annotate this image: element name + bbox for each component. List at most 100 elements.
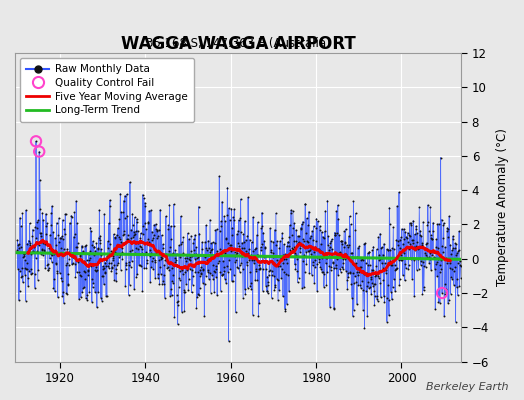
Point — [143, 257, 151, 263]
Point — [25, 220, 34, 227]
Point — [69, 252, 77, 258]
Point — [261, 266, 270, 272]
Point — [98, 272, 106, 279]
Point — [424, 254, 433, 260]
Point — [239, 239, 248, 246]
Point — [148, 255, 157, 261]
Point — [378, 255, 387, 261]
Point — [319, 234, 327, 240]
Point — [386, 258, 394, 264]
Point — [23, 260, 31, 266]
Point — [161, 257, 169, 263]
Point — [298, 221, 306, 227]
Point — [60, 246, 68, 252]
Point — [252, 244, 260, 251]
Point — [361, 325, 369, 332]
Point — [82, 242, 90, 249]
Point — [104, 220, 113, 226]
Point — [344, 244, 352, 250]
Point — [227, 278, 236, 284]
Point — [173, 292, 181, 299]
Point — [212, 274, 220, 280]
Point — [84, 268, 93, 274]
Point — [390, 262, 399, 269]
Point — [211, 268, 219, 275]
Point — [206, 290, 215, 296]
Point — [282, 301, 291, 307]
Point — [330, 306, 338, 312]
Point — [225, 217, 234, 223]
Point — [363, 313, 372, 319]
Point — [365, 249, 374, 255]
Point — [290, 261, 299, 268]
Point — [118, 249, 126, 255]
Point — [187, 289, 195, 296]
Point — [395, 282, 403, 288]
Point — [248, 311, 257, 318]
Point — [17, 274, 26, 281]
Point — [332, 265, 340, 272]
Point — [301, 248, 310, 255]
Point — [304, 248, 313, 254]
Point — [55, 251, 63, 257]
Point — [283, 239, 292, 245]
Point — [151, 259, 159, 266]
Point — [416, 255, 424, 261]
Point — [307, 233, 315, 239]
Point — [289, 224, 298, 231]
Point — [132, 274, 140, 280]
Point — [440, 291, 449, 297]
Point — [174, 284, 183, 290]
Point — [91, 248, 100, 254]
Point — [318, 255, 326, 262]
Point — [197, 270, 205, 276]
Point — [249, 248, 258, 255]
Point — [195, 285, 204, 291]
Point — [394, 253, 402, 260]
Point — [176, 254, 184, 260]
Point — [280, 268, 289, 275]
Point — [134, 240, 143, 246]
Point — [291, 252, 300, 259]
Point — [330, 229, 339, 236]
Point — [186, 257, 194, 263]
Point — [137, 250, 146, 256]
Point — [19, 279, 27, 286]
Point — [443, 234, 452, 240]
Point — [384, 247, 392, 253]
Point — [274, 277, 282, 283]
Point — [235, 242, 243, 249]
Point — [274, 296, 282, 303]
Point — [64, 280, 72, 287]
Point — [45, 265, 53, 271]
Point — [281, 251, 289, 258]
Point — [158, 281, 167, 287]
Point — [49, 229, 57, 235]
Point — [154, 271, 162, 277]
Point — [367, 276, 375, 282]
Point — [151, 274, 159, 281]
Point — [422, 252, 430, 258]
Point — [410, 257, 418, 263]
Point — [233, 231, 241, 237]
Point — [359, 271, 368, 278]
Point — [381, 265, 390, 271]
Point — [258, 288, 267, 294]
Point — [447, 274, 455, 280]
Point — [146, 246, 154, 253]
Point — [153, 227, 161, 234]
Point — [83, 292, 91, 298]
Point — [174, 302, 182, 308]
Point — [171, 254, 179, 261]
Point — [102, 257, 111, 264]
Point — [442, 289, 450, 295]
Point — [59, 236, 68, 242]
Point — [372, 263, 380, 269]
Point — [316, 264, 324, 270]
Point — [365, 249, 373, 256]
Point — [179, 250, 187, 256]
Point — [186, 266, 194, 272]
Point — [285, 288, 293, 294]
Point — [83, 266, 92, 273]
Point — [297, 242, 305, 248]
